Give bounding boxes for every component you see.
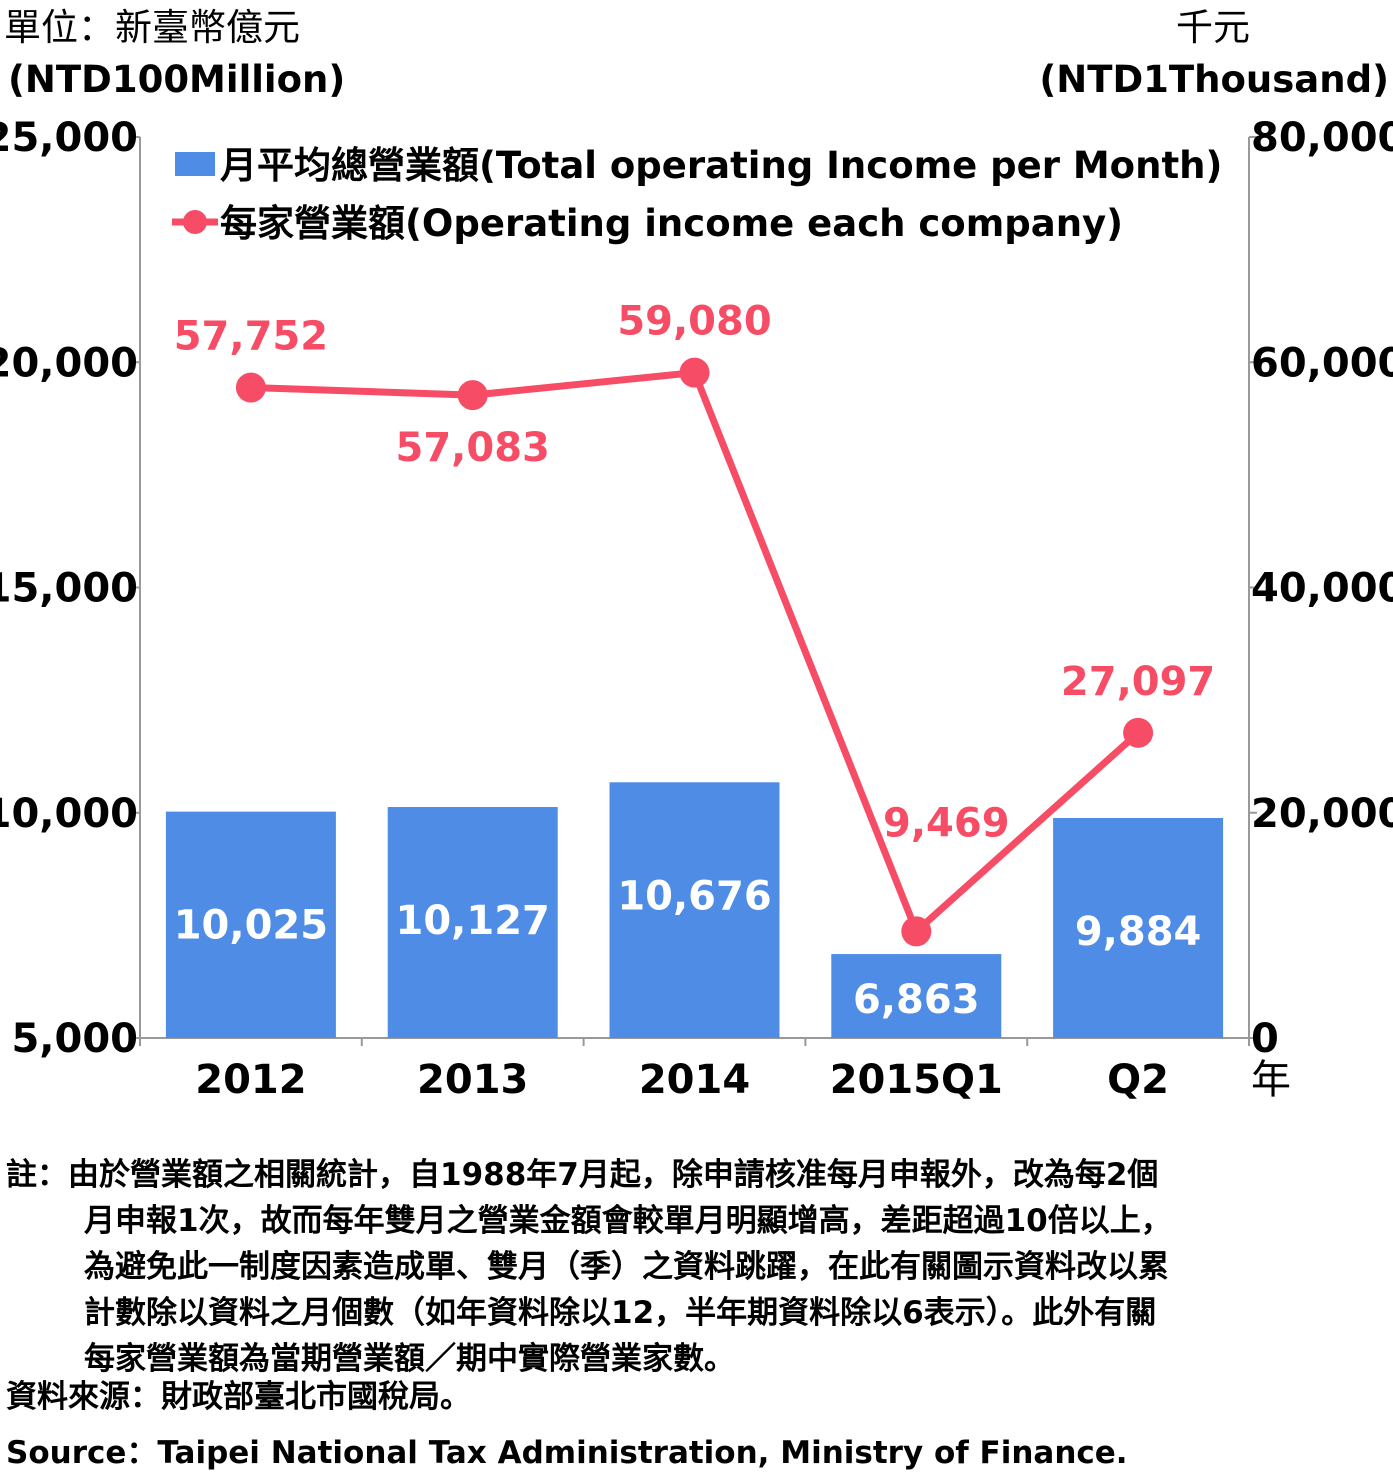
bar-value-label: 9,884 xyxy=(1075,909,1202,955)
line-point xyxy=(679,357,710,388)
source-zh-text: 資料來源：財政部臺北市國稅局。 xyxy=(6,1379,471,1415)
bar xyxy=(831,954,1002,1038)
legend-bar-label: 月平均總營業額(Total operating Income per Month… xyxy=(220,144,1222,187)
line-value-label: 57,083 xyxy=(396,425,550,471)
line-value-label: 27,097 xyxy=(1061,659,1215,705)
line-value-label: 9,469 xyxy=(883,800,1010,846)
right-unit-en: (NTD1Thousand) xyxy=(1039,58,1389,101)
source-en-text: Source：Taipei National Tax Administratio… xyxy=(6,1435,1128,1471)
right-tick-label: 80,000 xyxy=(1251,115,1393,161)
right-tick-label: 40,000 xyxy=(1251,566,1393,612)
footnote-line: 為避免此一制度因素造成單、雙月（季）之資料跳躍，在此有關圖示資料改以累 xyxy=(84,1249,1169,1285)
bar xyxy=(387,807,558,1038)
x-tick-label: 2013 xyxy=(417,1057,528,1103)
line-value-label: 57,752 xyxy=(174,314,328,360)
right-tick-label: 60,000 xyxy=(1251,340,1393,386)
bar-value-label: 10,127 xyxy=(396,898,550,944)
left-tick-label: 5,000 xyxy=(11,1016,138,1062)
left-unit-zh: 單位：新臺幣億元 xyxy=(4,6,300,49)
legend-line-marker xyxy=(183,210,207,234)
x-tick-label: 2014 xyxy=(639,1057,750,1103)
legend-line-label: 每家營業額(Operating income each company) xyxy=(220,202,1123,245)
x-tick-label: 2015Q1 xyxy=(830,1057,1003,1103)
plot-area: 5,000 10,000 15,000 20,000 25,000 0 20,000 40,0… xyxy=(0,6,1393,1103)
left-tick-label: 20,000 xyxy=(0,340,138,386)
footnote: 註：由於營業額之相關統計，自1988年7月起，除申請核准每月申報外，改為每2個 … xyxy=(6,1152,1391,1382)
line-point xyxy=(457,380,488,411)
left-unit-en: (NTD100Million) xyxy=(8,58,345,101)
footnote-line: 註：由於營業額之相關統計，自1988年7月起，除申請核准每月申報外，改為每2個 xyxy=(6,1157,1159,1193)
left-tick-label: 10,000 xyxy=(0,791,138,837)
footnote-line: 計數除以資料之月個數（如年資料除以12，半年期資料除以6表示）。此外有關 xyxy=(84,1295,1157,1331)
right-tick-label: 0 xyxy=(1251,1016,1279,1062)
line-value-label: 59,080 xyxy=(617,299,771,345)
legend-bar-swatch xyxy=(175,152,215,176)
right-unit-zh: 千元 xyxy=(1176,6,1250,49)
x-axis-suffix: 年 xyxy=(1251,1057,1291,1103)
left-tick-label: 25,000 xyxy=(0,115,138,161)
line-point xyxy=(901,916,932,947)
combo-chart: 5,000 10,000 15,000 20,000 25,000 0 20,000 40,0… xyxy=(0,6,1393,1103)
x-tick-label: 2012 xyxy=(195,1057,306,1103)
left-tick-label: 15,000 xyxy=(0,566,138,612)
bar-value-label: 10,676 xyxy=(617,873,771,919)
bar xyxy=(165,811,336,1038)
right-tick-label: 20,000 xyxy=(1251,791,1393,837)
footnote-line: 月申報1次，故而每年雙月之營業金額會較單月明顯增高，差距超過10倍以上， xyxy=(84,1203,1172,1239)
bar xyxy=(609,782,780,1038)
footnote-line: 每家營業額為當期營業額／期中實際營業家數。 xyxy=(84,1341,735,1377)
bar xyxy=(1053,817,1224,1038)
bar-value-label: 10,025 xyxy=(174,903,328,949)
line-point xyxy=(235,372,266,403)
bar-value-label: 6,863 xyxy=(853,977,980,1023)
line-point xyxy=(1123,717,1154,748)
x-tick-label: Q2 xyxy=(1107,1057,1169,1103)
